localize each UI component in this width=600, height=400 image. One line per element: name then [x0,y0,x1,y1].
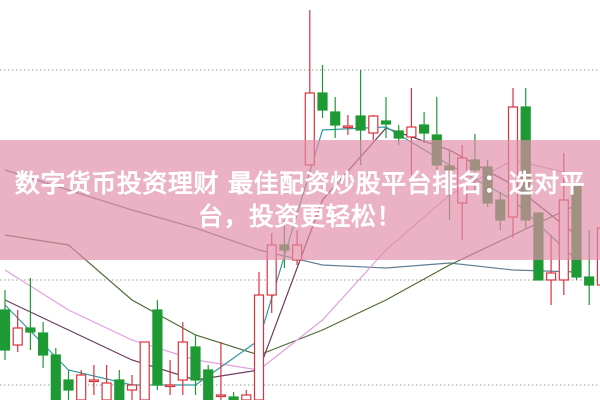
candle-up [177,322,188,395]
candle-body [355,115,366,131]
candle-body [126,384,138,391]
candle-up [253,272,265,400]
candle-body [406,126,417,138]
candle-body [380,120,392,125]
candle-up [215,342,226,400]
candle-body [37,332,49,356]
candle-down [190,335,201,395]
candle-body [76,374,87,400]
candle-body [317,92,328,111]
candle-up [139,341,150,400]
candle-body [368,115,379,134]
candle-body [25,327,36,333]
candle-body [330,111,341,126]
candle-down [228,392,239,400]
candle-up [342,115,353,135]
candle-down [114,370,125,400]
candle-body [545,272,557,281]
candle-down [419,112,430,143]
candle-down [380,97,392,138]
candle-body [203,369,214,400]
candle-body [584,276,595,286]
candle-down [25,278,36,350]
candle-up [241,390,252,400]
title-banner: 数字货币投资理财 最佳配资炒股平台排名：选对平台，投资更轻松！ [0,140,600,260]
candle-body [419,124,430,134]
candle-body [165,384,176,388]
candle-body [139,341,150,400]
candle-body [0,309,11,351]
candle-up [88,365,100,395]
candle-up [12,310,23,352]
candle-up [76,370,87,400]
candle-body [12,327,23,346]
candle-down [50,348,61,400]
candle-down [317,65,328,118]
candle-body [241,394,252,400]
candle-up [368,115,379,140]
candle-body [190,346,201,381]
candle-up [126,375,138,400]
grid-lines [0,69,600,386]
candle-body [152,309,163,386]
candle-body [88,379,100,383]
candle-down [330,97,341,138]
candle-down [152,300,163,390]
candle-body [228,396,239,400]
candle-down [37,322,49,368]
banner-title: 数字货币投资理财 最佳配资炒股平台排名：选对平台，投资更轻松！ [14,169,586,231]
candle-down [0,290,11,360]
candle-up [165,360,176,395]
candle-body [253,294,265,400]
candle-body [393,130,404,139]
candle-body [342,125,353,129]
candle-up [101,365,112,400]
candle-down [203,365,214,400]
candle-body [215,394,226,398]
candle-body [50,354,61,400]
candle-body [177,341,188,381]
candle-body [63,379,74,391]
candle-down [63,370,74,400]
candle-body [114,379,125,400]
candle-body [101,382,112,400]
